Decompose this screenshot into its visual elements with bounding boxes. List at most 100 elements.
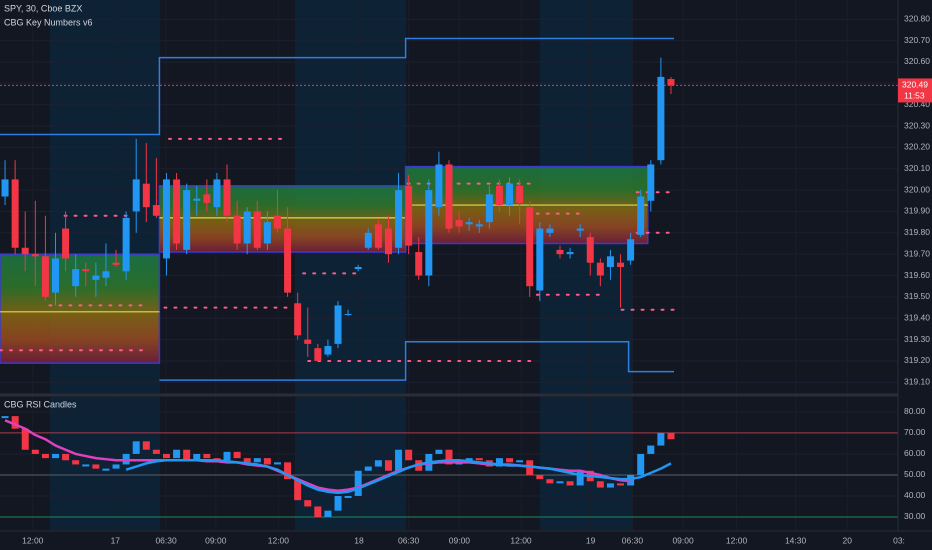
candle-body (193, 198, 201, 201)
candle-body (273, 215, 281, 229)
rsi-tick-label: 40.00 (904, 490, 926, 500)
x-tick-label: 06:30 (622, 535, 644, 545)
y-tick-label: 319.10 (904, 377, 930, 387)
x-tick-label: 12:00 (268, 535, 290, 545)
rsi-candle (132, 441, 140, 454)
candle-body (475, 224, 483, 227)
candle-body (152, 205, 160, 216)
candle-body (455, 219, 463, 227)
rsi-candle (233, 451, 241, 459)
rsi-candle (294, 479, 302, 501)
rsi-candle (173, 449, 181, 459)
rsi-candle (273, 462, 281, 465)
candle-body (425, 190, 433, 276)
rsi-tick-label: 30.00 (904, 511, 926, 521)
rsi-candle (41, 453, 49, 459)
key-zone (158, 185, 407, 253)
candle-body (596, 262, 604, 276)
candle-body (526, 207, 534, 287)
rsi-candle (606, 483, 614, 488)
candle-body (647, 164, 655, 201)
rsi-tick-label: 70.00 (904, 427, 926, 437)
candle-body (253, 211, 261, 248)
candle-body (213, 179, 221, 208)
rsi-candle (445, 449, 453, 465)
candle-body (556, 249, 564, 255)
candle-body (435, 164, 443, 208)
candle-body (62, 228, 70, 259)
candle-body (637, 196, 645, 235)
candle-body (72, 269, 80, 287)
candle-body (203, 194, 211, 203)
y-tick-label: 319.80 (904, 227, 930, 237)
candle-body (617, 262, 625, 267)
rsi-candle (72, 460, 80, 465)
countdown: 11:53 (904, 91, 925, 101)
price-label-box (898, 78, 932, 103)
rsi-candle (162, 453, 170, 459)
candle-body (31, 254, 39, 257)
candle-body (243, 211, 251, 244)
x-tick-label: 12:00 (726, 535, 748, 545)
rsi-candle (62, 453, 70, 461)
candle-body (92, 275, 100, 280)
x-tick-label: 18 (354, 535, 364, 545)
rsi-candle (183, 449, 191, 461)
y-tick-label: 320.00 (904, 184, 930, 194)
rsi-candle (576, 470, 584, 486)
candle-body (223, 179, 231, 216)
y-tick-label: 320.70 (904, 35, 930, 45)
rsi-tick-label: 60.00 (904, 448, 926, 458)
x-tick-label: 14:30 (785, 535, 807, 545)
x-tick-label: 06:30 (398, 535, 420, 545)
candle-body (374, 224, 382, 248)
x-tick-label: 12:00 (22, 535, 44, 545)
rsi-candle (475, 458, 483, 461)
rsi-candle (516, 460, 524, 463)
rsi-candle (142, 441, 150, 450)
x-tick-label: 03: (893, 535, 905, 545)
candle-body (364, 232, 372, 248)
x-tick-label: 09:00 (672, 535, 694, 545)
candle-body (183, 190, 191, 250)
rsi-candle (334, 495, 342, 511)
candle-body (314, 348, 322, 361)
rsi-tick-label: 50.00 (904, 469, 926, 479)
rsi-candle (364, 466, 372, 471)
y-tick-label: 319.60 (904, 270, 930, 280)
rsi-candle (354, 470, 362, 496)
rsi-candle (344, 495, 352, 498)
x-tick-label: 06:30 (155, 535, 177, 545)
candle-body (142, 183, 150, 208)
x-tick-label: 12:00 (510, 535, 532, 545)
candle-body (384, 228, 392, 255)
candle-body (233, 215, 241, 244)
session-shade (50, 397, 160, 530)
candle-body (122, 217, 130, 272)
key-line (159, 340, 675, 381)
rsi-candle (193, 453, 201, 461)
candle-body (536, 228, 544, 291)
candle-body (51, 258, 59, 293)
candle-body (263, 222, 271, 244)
candle-body (395, 190, 403, 248)
rsi-candle (203, 453, 211, 459)
rsi-candle (324, 510, 332, 517)
candle-body (173, 179, 181, 244)
rsi-candle (657, 432, 665, 446)
candle-body (627, 239, 635, 261)
rsi-candle (556, 481, 564, 484)
rsi-title: CBG RSI Candles (4, 399, 77, 409)
candle-body (112, 262, 120, 265)
rsi-candle (435, 449, 443, 454)
rsi-candle (31, 449, 39, 454)
candle-body (465, 222, 473, 225)
candle-body (576, 228, 584, 231)
candle-body (324, 346, 332, 355)
y-tick-label: 320.20 (904, 142, 930, 152)
price-label: 320.49 (902, 80, 928, 90)
rsi-candle (637, 453, 645, 475)
rsi-candle (374, 460, 382, 467)
rsi-line (125, 458, 672, 495)
candle-body (546, 228, 554, 233)
